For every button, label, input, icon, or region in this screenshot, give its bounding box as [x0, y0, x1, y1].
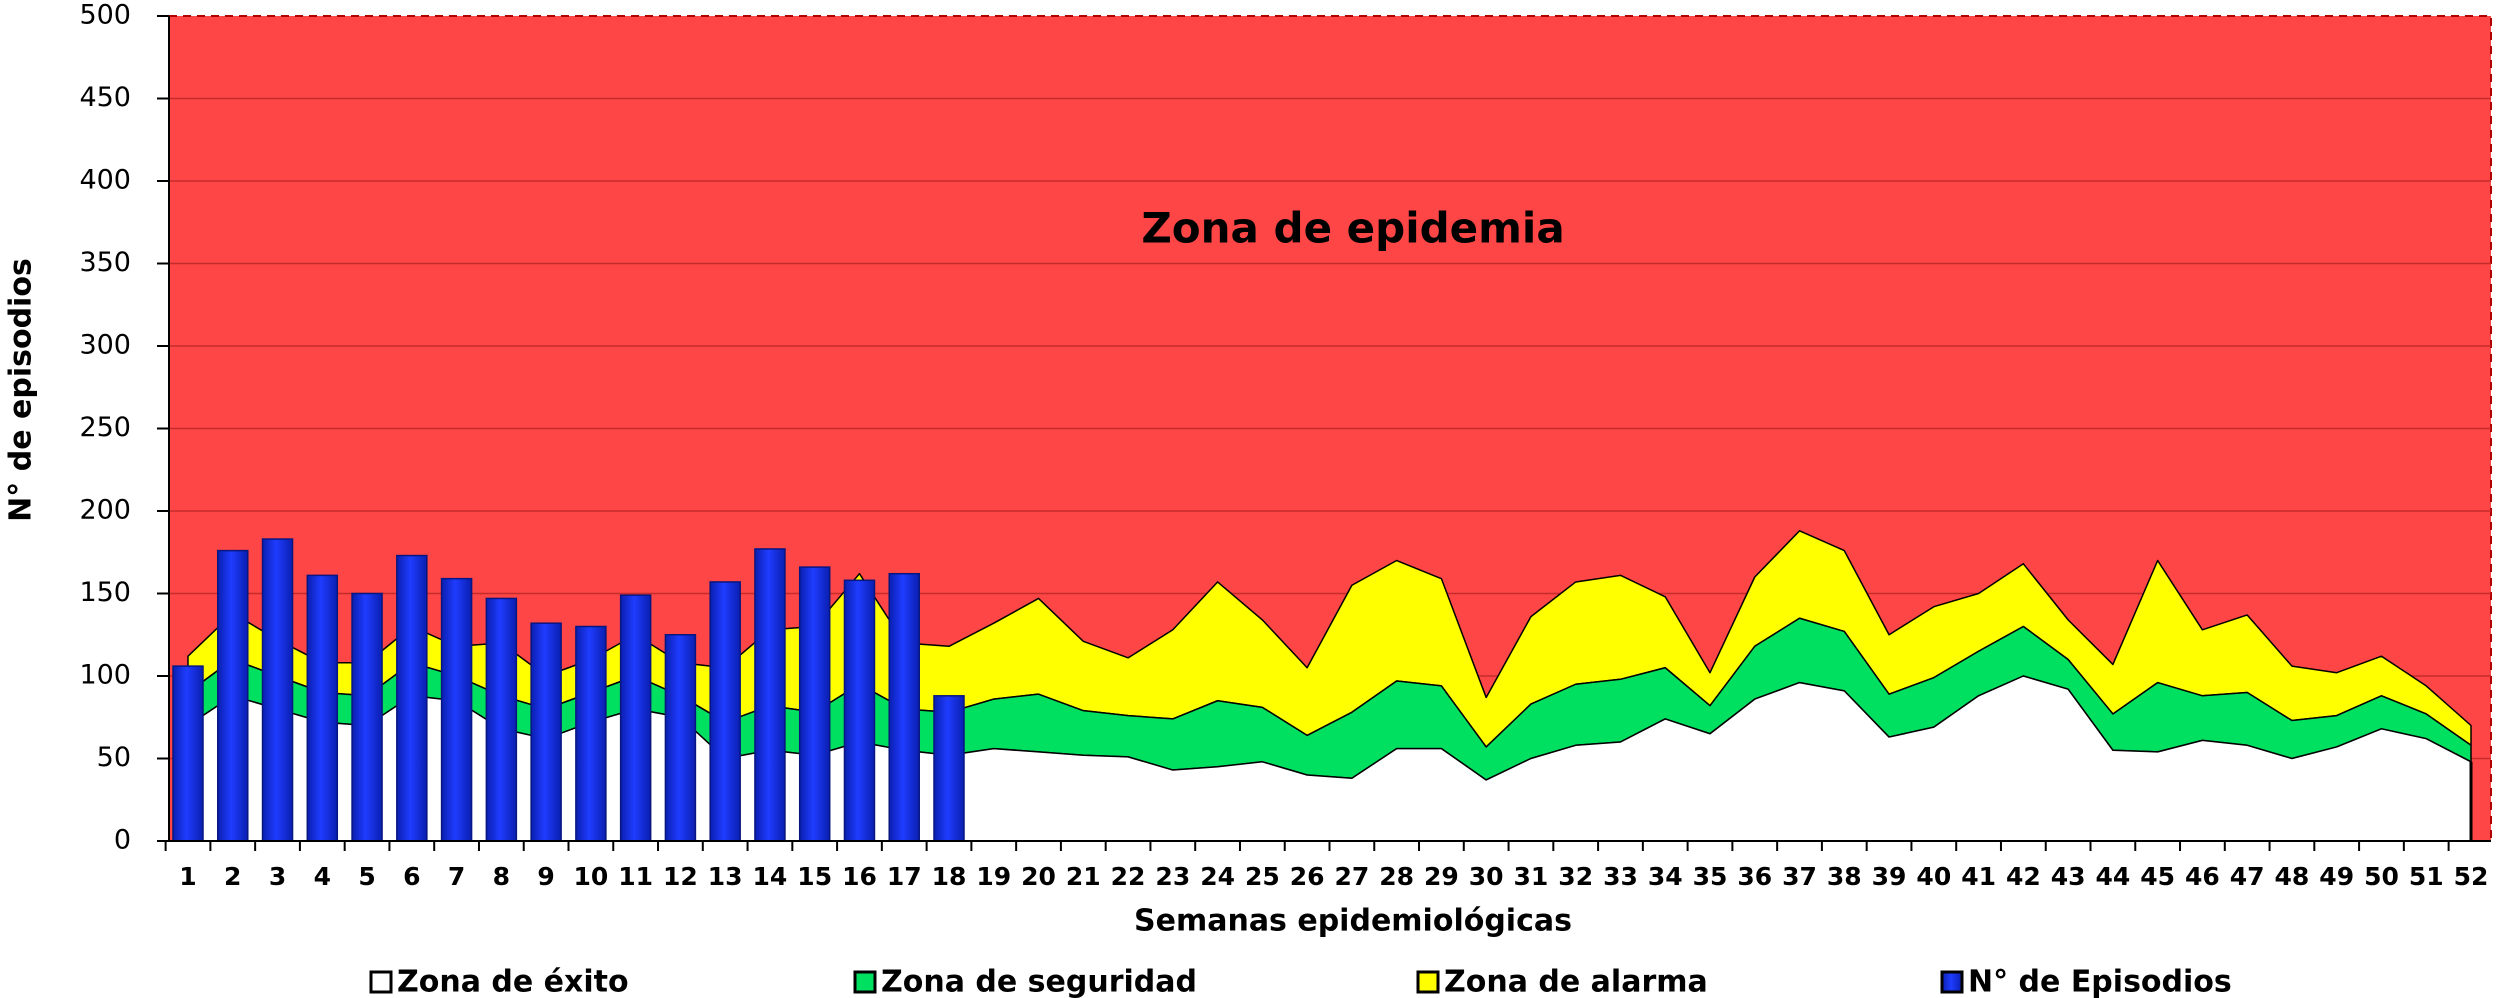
bar — [619, 594, 652, 842]
x-tick-label: 46 — [2185, 862, 2220, 891]
legend-swatch — [369, 970, 393, 994]
y-axis-title: N° de episodios — [4, 258, 39, 522]
bar — [440, 577, 473, 842]
x-tick-label: 16 — [842, 862, 877, 891]
legend-swatch — [853, 970, 877, 994]
x-tick-label: 14 — [753, 862, 788, 891]
x-tick-label: 45 — [2140, 862, 2175, 891]
y-tick-label: 450 — [79, 82, 131, 113]
y-tick-label: 150 — [79, 577, 131, 608]
x-tick-label: 27 — [1334, 862, 1369, 891]
y-tick-label: 50 — [97, 742, 131, 773]
x-tick-label: 52 — [2454, 862, 2489, 891]
x-tick-label: 10 — [573, 862, 608, 891]
x-tick-label: 6 — [403, 862, 420, 891]
x-tick-label: 9 — [537, 862, 554, 891]
x-tick-label: 34 — [1648, 862, 1683, 891]
x-tick-label: 19 — [976, 862, 1011, 891]
y-tick-label: 300 — [79, 330, 131, 361]
x-tick-label: 35 — [1693, 862, 1728, 891]
bar — [351, 592, 383, 842]
x-tick-label: 12 — [663, 862, 698, 891]
x-tick-label: 17 — [887, 862, 922, 891]
x-tick-label: 15 — [797, 862, 832, 891]
x-tick-label: 7 — [448, 862, 465, 891]
legend-label: Zona de seguridad — [881, 965, 1197, 998]
x-tick-label: 37 — [1782, 862, 1817, 891]
x-tick-label: 22 — [1111, 862, 1146, 891]
bar — [261, 538, 294, 842]
x-tick-label: 48 — [2275, 862, 2310, 891]
x-axis-title: Semanas epidemiológicas — [1134, 904, 1572, 939]
bar — [530, 622, 562, 842]
x-tick-label: 51 — [2409, 862, 2444, 891]
x-tick-label: 8 — [493, 862, 510, 891]
x-tick-label: 29 — [1424, 862, 1459, 891]
bar — [217, 549, 249, 842]
legend-label: N° de Episodios — [1968, 965, 2232, 998]
legend-swatch — [1940, 970, 1964, 994]
bar — [709, 581, 741, 842]
bar — [888, 572, 920, 842]
y-tick-label: 0 — [114, 825, 131, 856]
x-tick-label: 50 — [2364, 862, 2399, 891]
x-tick-label: 41 — [1961, 862, 1996, 891]
x-tick-label: 43 — [2051, 862, 2086, 891]
x-tick-label: 1 — [179, 862, 196, 891]
bar — [396, 554, 428, 842]
x-tick-label: 20 — [1021, 862, 1056, 891]
x-tick-label: 13 — [708, 862, 743, 891]
y-tick-label: 200 — [79, 495, 131, 526]
x-tick-label: 39 — [1872, 862, 1907, 891]
bar — [575, 625, 607, 842]
y-tick-label: 350 — [79, 247, 131, 278]
x-tick-label: 4 — [314, 862, 331, 891]
x-tick-label: 33 — [1603, 862, 1638, 891]
x-tick-label: 18 — [932, 862, 967, 891]
x-tick-label: 2 — [224, 862, 241, 891]
x-tick-label: 44 — [2095, 862, 2130, 891]
x-tick-label: 42 — [2006, 862, 2041, 891]
y-tick-label: 250 — [79, 412, 131, 443]
zone-annotation: Zona de epidemia — [1141, 204, 1564, 253]
bar — [843, 579, 876, 842]
legend-label: Zona de alarma — [1444, 965, 1708, 998]
bar — [798, 566, 831, 842]
x-tick-label: 28 — [1379, 862, 1414, 891]
x-tick-label: 36 — [1737, 862, 1772, 891]
x-tick-label: 47 — [2230, 862, 2265, 891]
x-tick-label: 40 — [1916, 862, 1951, 891]
bar — [485, 597, 518, 842]
legend-swatch — [1416, 970, 1440, 994]
bar — [664, 634, 697, 842]
bar — [933, 695, 965, 842]
x-tick-label: 21 — [1066, 862, 1101, 891]
y-tick-label: 500 — [79, 0, 131, 31]
x-tick-label: 24 — [1200, 862, 1235, 891]
y-tick-label: 400 — [79, 165, 131, 196]
x-tick-label: 11 — [618, 862, 653, 891]
x-tick-label: 25 — [1245, 862, 1280, 891]
x-tick-label: 32 — [1558, 862, 1593, 891]
x-tick-label: 26 — [1290, 862, 1325, 891]
x-tick-label: 49 — [2319, 862, 2354, 891]
x-tick-label: 31 — [1514, 862, 1549, 891]
x-tick-label: 23 — [1155, 862, 1190, 891]
x-tick-label: 5 — [358, 862, 375, 891]
x-tick-label: 38 — [1827, 862, 1862, 891]
y-tick-label: 100 — [79, 660, 131, 691]
bar — [172, 665, 204, 842]
x-tick-label: 3 — [269, 862, 286, 891]
bar — [306, 574, 339, 842]
legend-label: Zona de éxito — [397, 965, 629, 998]
x-tick-label: 30 — [1469, 862, 1504, 891]
bar — [754, 548, 786, 842]
